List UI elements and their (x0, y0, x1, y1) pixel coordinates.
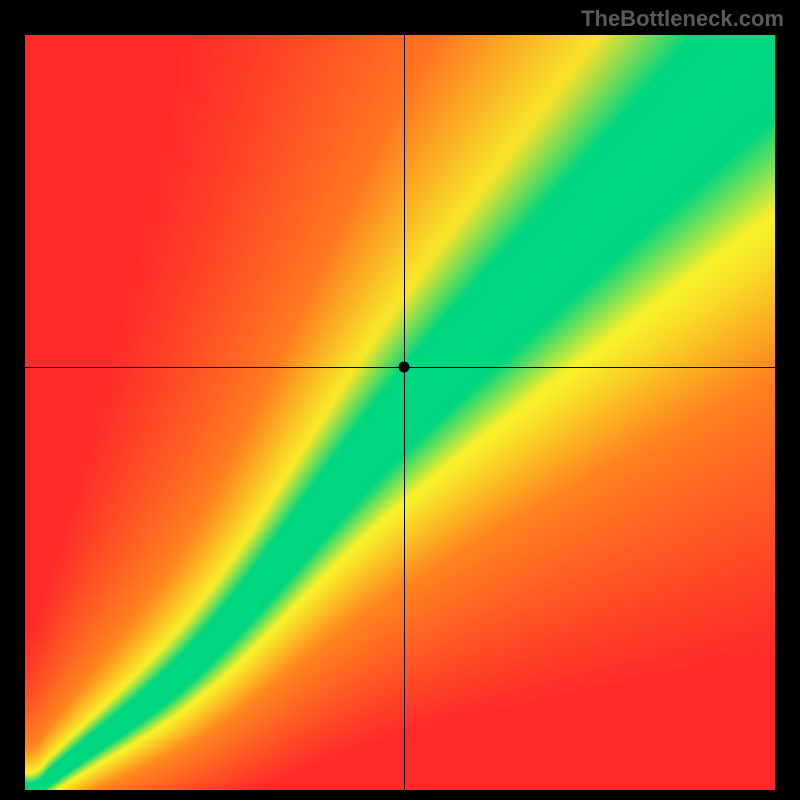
plot-area (25, 35, 775, 790)
crosshair-vertical (404, 35, 405, 790)
heatmap-canvas (25, 35, 775, 790)
watermark-text: TheBottleneck.com (581, 6, 784, 32)
crosshair-marker (398, 362, 409, 373)
